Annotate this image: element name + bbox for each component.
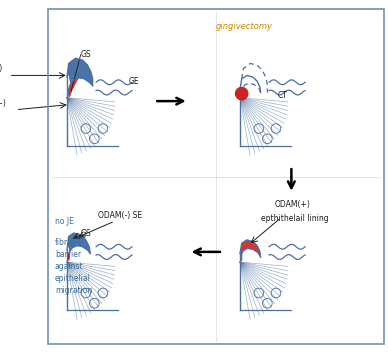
Text: epithelial: epithelial (55, 274, 91, 283)
Polygon shape (67, 58, 93, 86)
Text: gingivectomy: gingivectomy (216, 22, 273, 31)
Text: ODAM(+): ODAM(+) (0, 99, 7, 108)
Polygon shape (67, 233, 90, 253)
Text: no JE: no JE (55, 217, 74, 227)
Text: GS: GS (81, 229, 91, 239)
Text: ODAM(-): ODAM(-) (0, 64, 3, 73)
Text: barrier: barrier (55, 250, 81, 259)
Text: migration: migration (55, 286, 92, 295)
Text: GS: GS (81, 49, 91, 59)
Text: epthithelail lining: epthithelail lining (260, 214, 328, 223)
Circle shape (236, 88, 248, 100)
Text: ODAM(+): ODAM(+) (274, 201, 310, 209)
Text: CT: CT (278, 91, 288, 100)
Polygon shape (240, 240, 260, 261)
Text: fibral: fibral (55, 238, 75, 247)
Polygon shape (69, 78, 79, 98)
Text: GE: GE (129, 77, 139, 86)
Text: ODAM(-) SE: ODAM(-) SE (98, 211, 142, 220)
Text: against: against (55, 262, 83, 271)
